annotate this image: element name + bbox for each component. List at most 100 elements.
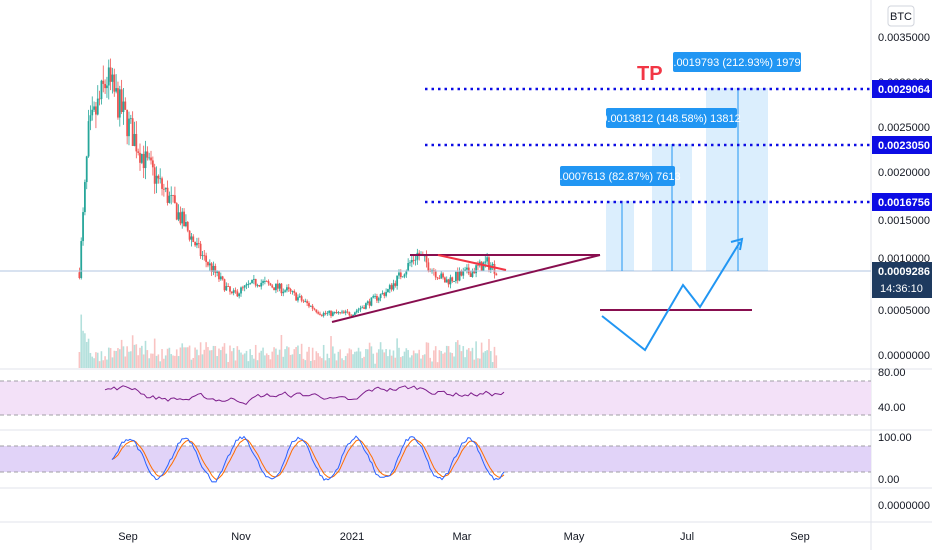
candle-body <box>377 298 380 301</box>
candle-body <box>85 156 88 183</box>
projection-path[interactable] <box>601 237 744 352</box>
volume-bar <box>431 361 433 368</box>
volume-bar <box>354 351 356 368</box>
currency-badge[interactable]: BTC <box>887 5 915 27</box>
candle-body <box>295 292 298 301</box>
price-tag-level-3[interactable]: 0.0016756 <box>872 193 932 211</box>
candle-body <box>484 261 487 263</box>
volume-bar <box>253 358 255 368</box>
price-tag-text: 0.0023050 <box>878 140 930 152</box>
volume-bar <box>411 355 413 368</box>
price-tag-level-1[interactable]: 0.0029064 <box>872 80 932 98</box>
target-box-1[interactable] <box>606 201 634 271</box>
volume-bar <box>370 346 373 368</box>
volume-bar <box>297 345 299 368</box>
measure-label-2[interactable]: 0.0013812 (148.58%) 13812 <box>601 108 741 128</box>
volume-bar <box>414 353 417 368</box>
candle-body <box>212 265 215 272</box>
candle-body <box>396 275 399 286</box>
candle-body <box>203 255 206 257</box>
candle-body <box>98 98 101 100</box>
candle-body <box>337 312 340 314</box>
volume-bar <box>379 342 382 368</box>
candle-body <box>267 281 270 284</box>
candle-body <box>460 270 463 276</box>
candle-body <box>208 263 211 266</box>
volume-bar <box>464 357 466 368</box>
volume-bar <box>372 353 375 368</box>
stoch-k-line <box>111 435 505 483</box>
volume-bar <box>282 356 285 368</box>
volume-bar <box>188 345 191 368</box>
candle-body <box>467 267 470 274</box>
price-tag-bg <box>872 80 932 98</box>
triangle-pattern[interactable] <box>331 254 752 323</box>
volume-bar <box>85 341 88 368</box>
price-tick: 0.0035000 <box>878 32 930 44</box>
measure-label-1[interactable]: 0.0007613 (82.87%) 7613 <box>553 166 681 186</box>
volume-bar <box>238 349 240 368</box>
candle-body <box>192 236 195 243</box>
volume-bar <box>306 351 308 368</box>
volume-bar <box>420 358 422 368</box>
volume-bar <box>284 349 286 368</box>
volume-bar <box>245 350 248 368</box>
candle-body <box>232 290 235 294</box>
candle-body <box>401 276 404 278</box>
measure-label-3[interactable]: 0.0019793 (212.93%) 19793 <box>667 52 807 72</box>
volume-bar <box>311 347 314 368</box>
candle-body <box>276 283 279 289</box>
volume-bar <box>403 351 406 368</box>
volume-bar <box>302 358 305 368</box>
candle-body <box>113 74 116 92</box>
triangle-support[interactable] <box>331 254 601 323</box>
target-box-2[interactable] <box>652 144 692 271</box>
candle-body <box>194 242 196 246</box>
candle-body <box>297 297 299 301</box>
candle-body <box>280 283 283 294</box>
candle-body <box>414 259 417 261</box>
volume-bar <box>418 349 420 368</box>
volume-bar <box>115 350 117 368</box>
candle-body <box>352 314 354 317</box>
candle-body <box>111 74 114 82</box>
volume-bar <box>107 347 110 368</box>
measure-label-bg <box>560 166 675 186</box>
time-tick: Jul <box>680 531 694 543</box>
projection-line[interactable] <box>601 241 741 352</box>
candle-body <box>286 287 288 291</box>
rsi-pane[interactable]: 80.00 40.00 <box>0 367 906 416</box>
volume-bar <box>365 349 367 368</box>
volume-bar <box>495 355 498 368</box>
time-axis[interactable]: Sep Nov 2021 Mar May Jul Sep <box>118 531 810 543</box>
last-price-tag[interactable]: 0.0009286 14:36:10 <box>872 262 932 298</box>
short-trendline[interactable] <box>437 254 507 271</box>
volume-bar <box>223 343 226 368</box>
candle-body <box>458 270 461 281</box>
volume-bar <box>339 349 341 368</box>
volume-bar <box>242 354 244 368</box>
volume-bar <box>295 347 297 368</box>
volume-bar <box>247 361 250 368</box>
volume-bar <box>93 358 95 368</box>
volume-bar <box>139 347 141 368</box>
volume-bar <box>212 345 215 368</box>
stoch-rsi-pane[interactable]: 100.00 0.00 <box>0 432 912 486</box>
level-lines[interactable] <box>425 87 871 204</box>
candle-body <box>445 279 448 283</box>
candle-body <box>129 118 132 120</box>
candle-body <box>190 236 193 240</box>
candle-body <box>95 106 97 115</box>
candle-body <box>229 286 231 292</box>
candle-body <box>82 212 84 242</box>
rsi-tick: 80.00 <box>878 367 906 379</box>
volume-bar <box>317 353 319 368</box>
candle-body <box>451 277 454 282</box>
volume-bar <box>286 346 288 368</box>
candle-body <box>128 118 130 137</box>
price-tag-level-2[interactable]: 0.0023050 <box>872 136 932 154</box>
volume-bar <box>87 338 90 368</box>
volume-bar <box>166 348 169 368</box>
candle-body <box>383 293 386 296</box>
